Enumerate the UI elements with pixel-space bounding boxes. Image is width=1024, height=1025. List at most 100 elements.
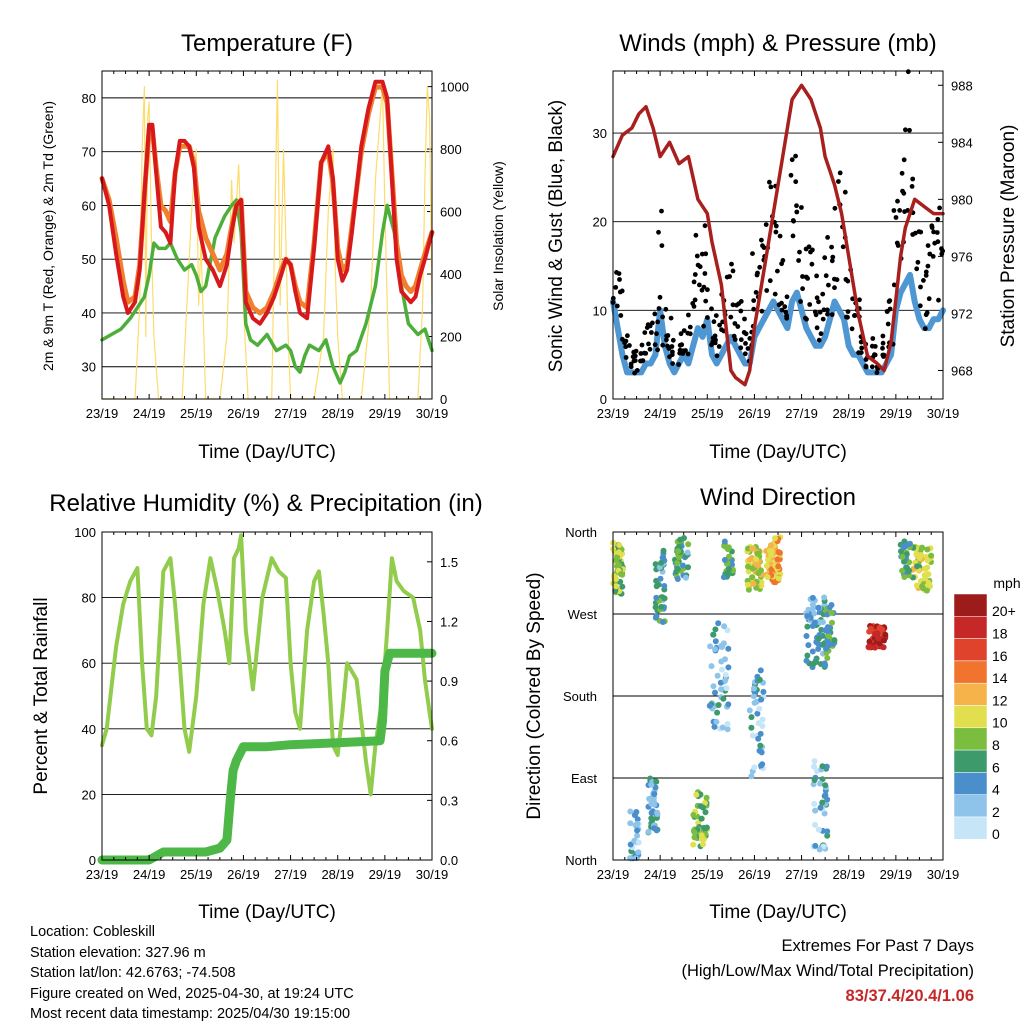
direction-point xyxy=(651,801,658,808)
gust-point xyxy=(760,243,765,249)
y-tick-label: 0 xyxy=(600,392,607,407)
direction-point xyxy=(913,582,920,589)
direction-point xyxy=(925,580,932,586)
direction-point xyxy=(819,619,826,626)
y2-tick-label: 1.2 xyxy=(440,614,458,629)
direction-point xyxy=(826,604,833,611)
colorbar-label: 6 xyxy=(992,759,1000,775)
colorbar-label: 8 xyxy=(992,737,1000,753)
gust-point xyxy=(825,311,830,317)
x-tick-label: 25/19 xyxy=(691,867,724,882)
gust-point xyxy=(909,184,915,189)
gust-point xyxy=(687,324,693,330)
gust-point xyxy=(936,297,941,303)
station-info: Location: Cobleskill Station elevation: … xyxy=(30,922,354,1025)
y-tick-label: West xyxy=(568,607,598,622)
gust-point xyxy=(623,338,629,344)
gust-point xyxy=(703,251,709,257)
direction-point xyxy=(703,794,710,801)
direction-point xyxy=(822,792,829,798)
direction-point xyxy=(724,721,731,727)
rh-x-label: Time (Day/UTC) xyxy=(198,902,336,923)
gust-point xyxy=(632,358,638,363)
direction-point xyxy=(819,763,826,770)
gust-point xyxy=(767,179,772,185)
direction-point xyxy=(652,604,659,611)
gust-point xyxy=(935,216,941,222)
direction-point xyxy=(711,723,718,730)
extremes-box: Extremes For Past 7 Days (High/Low/Max W… xyxy=(681,934,974,1009)
direction-point xyxy=(715,620,722,627)
direction-point xyxy=(675,548,682,555)
gust-point xyxy=(798,299,803,304)
x-tick-label: 29/19 xyxy=(880,867,913,882)
direction-point xyxy=(725,701,732,708)
colorbar-label: 0 xyxy=(992,826,1000,842)
direction-point xyxy=(723,570,730,577)
y-tick-label: 60 xyxy=(82,198,96,213)
y-tick-label: 40 xyxy=(82,722,96,737)
gust-point xyxy=(870,336,876,341)
gust-point xyxy=(618,313,624,318)
direction-point xyxy=(758,749,765,756)
direction-point xyxy=(615,549,622,556)
x-tick-label: 26/19 xyxy=(227,867,260,882)
gust-point xyxy=(676,362,681,367)
gust-point xyxy=(640,358,646,363)
gust-point xyxy=(880,345,885,351)
y2-tick-label: 1000 xyxy=(440,80,469,95)
gust-point xyxy=(652,311,658,317)
direction-point xyxy=(684,549,691,556)
x-tick-label: 27/19 xyxy=(785,867,818,882)
temp-9m-line xyxy=(99,84,435,316)
direction-point xyxy=(828,609,835,616)
wind-x-label: Time (Day/UTC) xyxy=(709,442,847,463)
gust-point xyxy=(705,315,710,320)
gust-point xyxy=(714,353,720,359)
direction-point xyxy=(768,552,775,559)
x-tick-label: 26/19 xyxy=(738,867,771,882)
gust-point xyxy=(773,223,779,229)
gust-point xyxy=(895,243,901,248)
direction-point xyxy=(874,630,881,637)
y-tick-label: 80 xyxy=(82,91,96,106)
direction-point xyxy=(710,683,717,690)
gust-point xyxy=(931,229,936,235)
gust-point xyxy=(691,279,697,285)
direction-point xyxy=(661,583,668,589)
direction-point xyxy=(876,624,883,631)
gust-point xyxy=(738,345,744,351)
direction-point xyxy=(757,730,764,737)
direction-point xyxy=(748,714,755,721)
gust-point xyxy=(695,262,701,268)
y-tick-label: 70 xyxy=(82,145,96,160)
gust-point xyxy=(893,215,899,220)
gust-point xyxy=(797,249,802,255)
gust-point xyxy=(660,342,666,348)
temp-y2-label: Solar Insolation (Yellow) xyxy=(490,161,506,311)
direction-point xyxy=(921,565,928,572)
gust-point xyxy=(773,229,779,235)
direction-point xyxy=(700,841,706,848)
direction-point xyxy=(627,820,634,827)
y2-tick-label: 984 xyxy=(951,135,973,150)
gust-point xyxy=(780,258,786,263)
direction-point xyxy=(613,557,620,564)
direction-point xyxy=(703,824,710,831)
direction-point xyxy=(775,563,782,570)
gust-point xyxy=(730,302,736,308)
x-tick-label: 24/19 xyxy=(133,867,166,882)
gust-point xyxy=(659,243,665,249)
gust-point xyxy=(777,233,783,239)
dir-chart-title: Wind Direction xyxy=(700,484,856,511)
gust-point xyxy=(681,328,687,333)
extremes-subtitle: (High/Low/Max Wind/Total Precipitation) xyxy=(681,962,974,980)
gust-point xyxy=(728,314,734,320)
direction-point xyxy=(651,825,658,832)
gust-point xyxy=(614,270,619,275)
gust-point xyxy=(642,330,648,335)
gust-point xyxy=(641,350,647,356)
direction-point xyxy=(904,564,910,571)
direction-point xyxy=(658,559,665,566)
